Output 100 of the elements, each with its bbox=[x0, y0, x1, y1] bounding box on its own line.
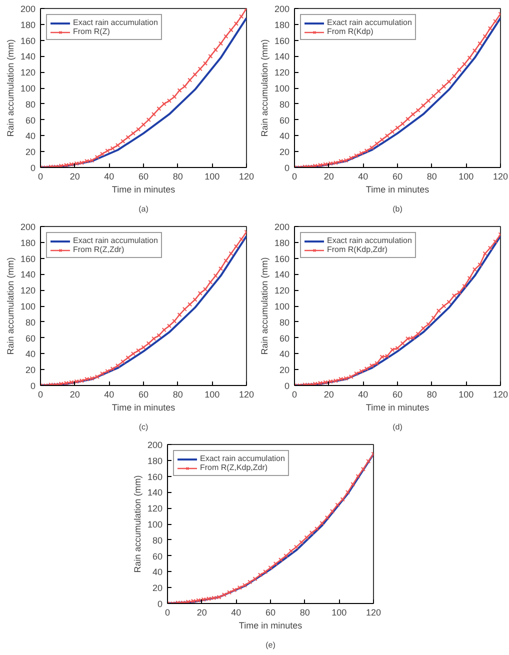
y-tick-label: 0 bbox=[284, 163, 290, 173]
y-tick-label: 160 bbox=[274, 36, 290, 46]
y-tick-label: 40 bbox=[279, 349, 290, 360]
y-tick-label: 120 bbox=[20, 68, 36, 78]
y-tick-label: 20 bbox=[279, 147, 290, 158]
y-tick-label: 40 bbox=[279, 131, 290, 142]
x-tick-label: 100 bbox=[458, 172, 474, 182]
x-tick-label: 40 bbox=[358, 172, 368, 182]
x-tick-label: 20 bbox=[324, 172, 334, 182]
x-axis-title: Time in minutes bbox=[366, 402, 430, 412]
y-tick-label: 40 bbox=[152, 567, 163, 578]
x-tick-label: 60 bbox=[138, 172, 149, 182]
y-tick-label: 80 bbox=[25, 317, 36, 328]
y-tick-label: 200 bbox=[274, 222, 290, 232]
y-tick-label: 200 bbox=[20, 222, 36, 232]
legend-label: From R(Z,Kdp,Zdr) bbox=[200, 463, 268, 472]
text: (d) bbox=[392, 422, 403, 432]
y-tick-label: 80 bbox=[25, 99, 36, 110]
y-axis-title: Rain accumulation (mm) bbox=[132, 475, 142, 573]
y-tick-label: 60 bbox=[279, 333, 290, 344]
x-tick-label: 20 bbox=[70, 172, 80, 182]
y-tick-label: 100 bbox=[274, 302, 290, 312]
x-tick-label: 120 bbox=[492, 172, 508, 182]
y-tick-label: 140 bbox=[274, 52, 290, 62]
text: (a) bbox=[138, 204, 149, 214]
y-tick-label: 160 bbox=[274, 254, 290, 264]
y-tick-label: 200 bbox=[274, 4, 290, 14]
x-tick-label: 60 bbox=[392, 172, 403, 182]
y-tick-label: 20 bbox=[25, 147, 36, 158]
y-tick-label: 80 bbox=[279, 99, 290, 110]
y-tick-label: 100 bbox=[20, 302, 36, 312]
x-tick-label: 100 bbox=[332, 608, 347, 618]
y-tick-label: 100 bbox=[147, 520, 163, 530]
legend-label: Exact rain accumulation bbox=[73, 18, 158, 27]
legend-label: Exact rain accumulation bbox=[327, 18, 412, 27]
y-tick-label: 140 bbox=[147, 488, 163, 498]
x-axis-title: Time in minutes bbox=[366, 184, 430, 194]
y-axis-title: Rain accumulation (mm) bbox=[5, 257, 16, 355]
x-tick-label: 20 bbox=[70, 390, 80, 400]
x-axis-title: Time in minutes bbox=[238, 620, 303, 630]
y-tick-label: 40 bbox=[25, 131, 36, 142]
y-axis-title: Rain accumulation (mm) bbox=[5, 39, 16, 137]
y-tick-label: 20 bbox=[279, 365, 290, 376]
y-tick-label: 60 bbox=[152, 551, 163, 562]
y-tick-label: 200 bbox=[20, 4, 36, 14]
legend-label: From R(Z,Zdr) bbox=[73, 245, 124, 254]
x-tick-label: 40 bbox=[104, 390, 114, 400]
x-tick-label: 60 bbox=[392, 390, 403, 400]
y-tick-label: 180 bbox=[20, 238, 36, 248]
x-tick-label: 40 bbox=[231, 608, 242, 618]
x-tick-label: 20 bbox=[324, 390, 334, 400]
y-tick-label: 60 bbox=[279, 115, 290, 126]
y-tick-label: 80 bbox=[152, 535, 163, 546]
y-tick-label: 140 bbox=[20, 270, 36, 280]
x-tick-label: 0 bbox=[292, 172, 298, 182]
x-tick-label: 80 bbox=[426, 390, 437, 400]
x-tick-label: 60 bbox=[265, 608, 276, 618]
text: (e) bbox=[266, 640, 276, 650]
legend-label: Exact rain accumulation bbox=[73, 236, 158, 245]
x-tick-label: 100 bbox=[204, 390, 220, 400]
x-tick-label: 60 bbox=[138, 390, 149, 400]
y-tick-label: 80 bbox=[279, 317, 290, 328]
y-tick-label: 180 bbox=[147, 456, 163, 466]
y-tick-label: 100 bbox=[20, 84, 36, 94]
x-tick-label: 80 bbox=[300, 608, 310, 618]
legend-label: From R(Kdp,Zdr) bbox=[327, 245, 388, 254]
x-tick-label: 0 bbox=[292, 390, 298, 400]
y-tick-label: 0 bbox=[30, 381, 36, 391]
legend-label: Exact rain accumulation bbox=[327, 236, 412, 245]
y-tick-label: 60 bbox=[25, 333, 36, 344]
y-tick-label: 40 bbox=[25, 349, 36, 360]
x-tick-label: 80 bbox=[172, 172, 183, 182]
y-tick-label: 160 bbox=[147, 472, 163, 482]
y-tick-label: 140 bbox=[20, 52, 36, 62]
y-tick-label: 120 bbox=[20, 286, 36, 296]
y-tick-label: 20 bbox=[152, 583, 163, 594]
y-tick-label: 0 bbox=[157, 599, 163, 609]
x-tick-label: 120 bbox=[492, 390, 508, 400]
x-tick-label: 80 bbox=[172, 390, 183, 400]
legend-label: From R(Z) bbox=[73, 27, 110, 36]
x-tick-label: 40 bbox=[358, 390, 368, 400]
x-tick-label: 100 bbox=[204, 172, 220, 182]
y-tick-label: 180 bbox=[20, 20, 36, 30]
x-tick-label: 120 bbox=[238, 390, 254, 400]
y-tick-label: 20 bbox=[25, 365, 36, 376]
legend-label: Exact rain accumulation bbox=[200, 454, 285, 463]
text: (c) bbox=[138, 422, 148, 432]
x-tick-label: 120 bbox=[238, 172, 254, 182]
y-tick-label: 120 bbox=[274, 68, 290, 78]
x-tick-label: 120 bbox=[366, 608, 382, 618]
x-tick-label: 40 bbox=[104, 172, 114, 182]
x-tick-label: 100 bbox=[458, 390, 474, 400]
x-tick-label: 0 bbox=[38, 390, 44, 400]
y-axis-title: Rain accumulation (mm) bbox=[259, 39, 270, 137]
y-tick-label: 180 bbox=[274, 20, 290, 30]
y-tick-label: 120 bbox=[147, 504, 163, 514]
y-axis-title: Rain accumulation (mm) bbox=[259, 257, 270, 355]
x-axis-title: Time in minutes bbox=[112, 184, 176, 194]
y-tick-label: 100 bbox=[274, 84, 290, 94]
y-tick-label: 200 bbox=[147, 440, 163, 450]
